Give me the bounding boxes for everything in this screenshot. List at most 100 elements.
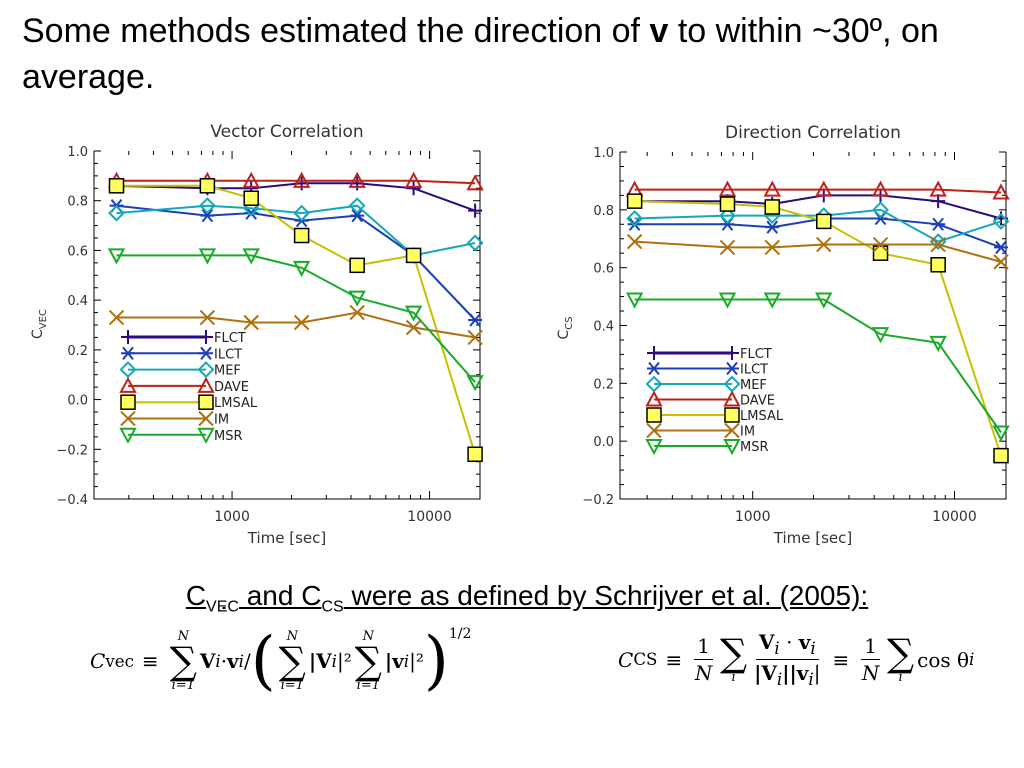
y-tick-label: 1.0 [593, 146, 614, 161]
point-msr [929, 335, 947, 352]
point-dave [992, 183, 1010, 200]
y-axis-label: CCS [556, 316, 575, 339]
point-lmsal [293, 227, 310, 244]
y-tick-label: −0.2 [56, 443, 88, 458]
point-msr [107, 248, 126, 265]
y-tick-label: 0.0 [593, 435, 614, 450]
point-msr [198, 248, 217, 265]
point-im [349, 304, 365, 321]
definition-caption: CVEC and CCS were as defined by Schrijve… [185, 580, 869, 616]
vector-correlation-chart: Vector Correlation −0.4 −0.2 0.0 0.2 0.4 0.6 0.… [30, 122, 484, 547]
y-tick-label: −0.2 [582, 493, 614, 508]
point-mef [108, 204, 125, 222]
y-tick-label: 0.6 [67, 244, 88, 259]
legend-marker [197, 427, 215, 444]
legend-marker [119, 361, 137, 379]
legend-item-flct: FLCT [121, 330, 246, 346]
point-lmsal [816, 213, 832, 230]
point-im [872, 236, 889, 253]
y-tick-label: 0.2 [593, 377, 614, 392]
point-lmsal [626, 193, 643, 209]
series-line-dave [634, 188, 1002, 194]
point-lmsal [108, 178, 125, 194]
point-im [293, 314, 310, 331]
point-im [626, 233, 643, 250]
point-dave [929, 180, 947, 197]
axis-frame [93, 151, 481, 500]
legend-label: MEF [214, 364, 241, 379]
point-im [108, 309, 125, 326]
legend-marker [199, 346, 213, 360]
series-line-msr [634, 298, 1002, 434]
point-ilct [765, 220, 780, 234]
legend-label: LMSAL [214, 396, 258, 411]
legend-label: ILCT [740, 363, 768, 378]
point-msr [871, 327, 890, 344]
point-lmsal [930, 257, 946, 273]
legend-marker [646, 422, 662, 439]
point-lmsal [993, 447, 1009, 464]
legend-marker [723, 439, 741, 456]
y-tick-label: 0.0 [67, 394, 88, 409]
legend-item-dave: DAVE [119, 376, 249, 395]
y-tick-label: 0.8 [67, 195, 88, 210]
legend-item-lmsal: LMSAL [646, 407, 784, 424]
legend-label: IM [214, 413, 229, 428]
legend-marker [197, 361, 215, 379]
legend-marker [120, 394, 136, 410]
point-mef [626, 210, 644, 227]
point-dave [404, 171, 423, 188]
point-msr [242, 248, 260, 265]
point-flct [406, 181, 421, 196]
legend-marker [646, 407, 662, 423]
legend-item-im: IM [646, 422, 755, 440]
point-mef [293, 204, 311, 222]
point-lmsal [872, 245, 889, 261]
point-mef [719, 207, 736, 225]
point-im [993, 254, 1009, 270]
point-msr [292, 260, 311, 277]
series-line-msr [116, 254, 476, 383]
legend-item-mef: MEF [645, 375, 767, 393]
point-dave [815, 180, 833, 197]
series-im [108, 304, 483, 346]
y-tick-label: 0.4 [67, 294, 88, 309]
series-lmsal [108, 178, 483, 463]
legend-marker [645, 439, 663, 456]
title-text-pre: Some methods estimated the direction of [22, 12, 640, 50]
y-axis-label: CVEC [30, 309, 49, 339]
series-dave [625, 180, 1010, 200]
legend-item-im: IM [120, 410, 229, 428]
legend-label: FLCT [214, 331, 246, 346]
legend-marker [199, 330, 213, 344]
slide-title: Some methods estimated the direction of … [22, 8, 1002, 100]
y-tick-label: 1.0 [67, 145, 88, 160]
point-ilct [350, 208, 365, 223]
y-tick-label: 0.4 [593, 320, 614, 335]
point-lmsal [764, 199, 781, 215]
point-msr [992, 425, 1010, 442]
point-lmsal [719, 196, 736, 212]
point-ilct [931, 217, 946, 231]
legend-marker [724, 407, 740, 423]
direction-correlation-chart: Direction Correlation −0.2 0.0 0.2 0.4 0.6 0.8… [556, 123, 1010, 547]
legend-marker [197, 376, 215, 393]
series-msr [625, 292, 1010, 442]
point-msr [348, 290, 366, 307]
legend-item-msr: MSR [119, 427, 243, 444]
point-dave [466, 174, 484, 191]
point-msr [763, 292, 781, 309]
point-ilct [200, 208, 215, 223]
point-flct [468, 203, 483, 218]
legend-label: MSR [214, 429, 243, 444]
point-dave [718, 180, 737, 197]
y-tick-label: 0.6 [593, 262, 614, 277]
point-dave [242, 171, 260, 188]
legend-marker [723, 390, 741, 407]
legend-marker [121, 346, 135, 360]
legend-label: FLCT [740, 347, 772, 362]
